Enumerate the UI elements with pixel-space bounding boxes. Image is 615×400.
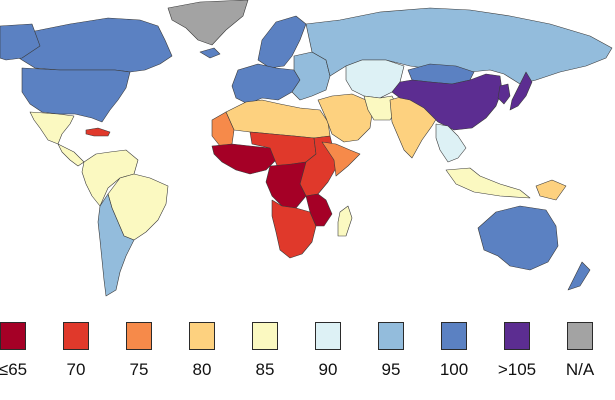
legend-item: 75 xyxy=(109,322,169,380)
legend-swatch xyxy=(126,322,152,350)
legend-item: 80 xyxy=(172,322,232,380)
region-horn-of-africa xyxy=(321,141,361,177)
legend-item: 90 xyxy=(298,322,358,380)
region-scandinavia xyxy=(257,15,307,69)
region-usa xyxy=(21,67,131,123)
legend-label: ≤65 xyxy=(0,360,28,379)
legend-swatch xyxy=(378,322,404,350)
region-central-america xyxy=(57,143,85,167)
legend-swatch xyxy=(504,322,530,350)
region-west-africa xyxy=(211,143,277,175)
legend-label: 100 xyxy=(439,360,469,379)
legend-swatch xyxy=(63,322,89,350)
region-alaska xyxy=(0,23,41,61)
legend-item: 70 xyxy=(46,322,106,380)
region-papua-new-guinea xyxy=(535,179,567,201)
region-japan xyxy=(509,71,533,111)
legend-label: >105 xyxy=(497,360,537,379)
legend-label: 70 xyxy=(66,360,86,379)
legend-label: 85 xyxy=(255,360,275,379)
legend-item: 85 xyxy=(235,322,295,380)
legend-item: 95 xyxy=(361,322,421,380)
region-western-europe xyxy=(231,63,301,105)
region-madagascar xyxy=(337,205,353,237)
world-map xyxy=(0,0,613,297)
region-southeast-asia xyxy=(435,123,467,163)
region-korea xyxy=(497,83,511,105)
legend-label: N/A xyxy=(565,360,595,379)
legend-item: >105 xyxy=(487,322,547,380)
region-canada xyxy=(9,17,173,73)
legend-swatch xyxy=(189,322,215,350)
region-caribbean xyxy=(85,127,111,137)
region-middle-east xyxy=(317,93,373,143)
region-mozambique xyxy=(305,193,333,227)
legend-item: 100 xyxy=(424,322,484,380)
legend-swatch xyxy=(567,322,593,350)
legend-label: 95 xyxy=(381,360,401,379)
region-congo xyxy=(265,161,307,209)
legend-swatch xyxy=(252,322,278,350)
region-australia xyxy=(477,205,559,271)
region-indonesia xyxy=(445,167,531,199)
legend-swatch xyxy=(0,322,26,350)
legend-label: 90 xyxy=(318,360,338,379)
region-mexico xyxy=(29,111,75,145)
region-new-zealand xyxy=(567,261,591,291)
region-greenland xyxy=(167,0,249,46)
region-iceland xyxy=(199,47,221,59)
legend-swatch xyxy=(315,322,341,350)
legend-label: 75 xyxy=(129,360,149,379)
legend-label: 80 xyxy=(192,360,212,379)
region-southern-africa xyxy=(271,199,317,259)
legend-item: N/A xyxy=(550,322,610,380)
legend-swatch xyxy=(441,322,467,350)
region-southern-cone xyxy=(97,193,135,297)
legend-item: ≤65 xyxy=(0,322,43,380)
